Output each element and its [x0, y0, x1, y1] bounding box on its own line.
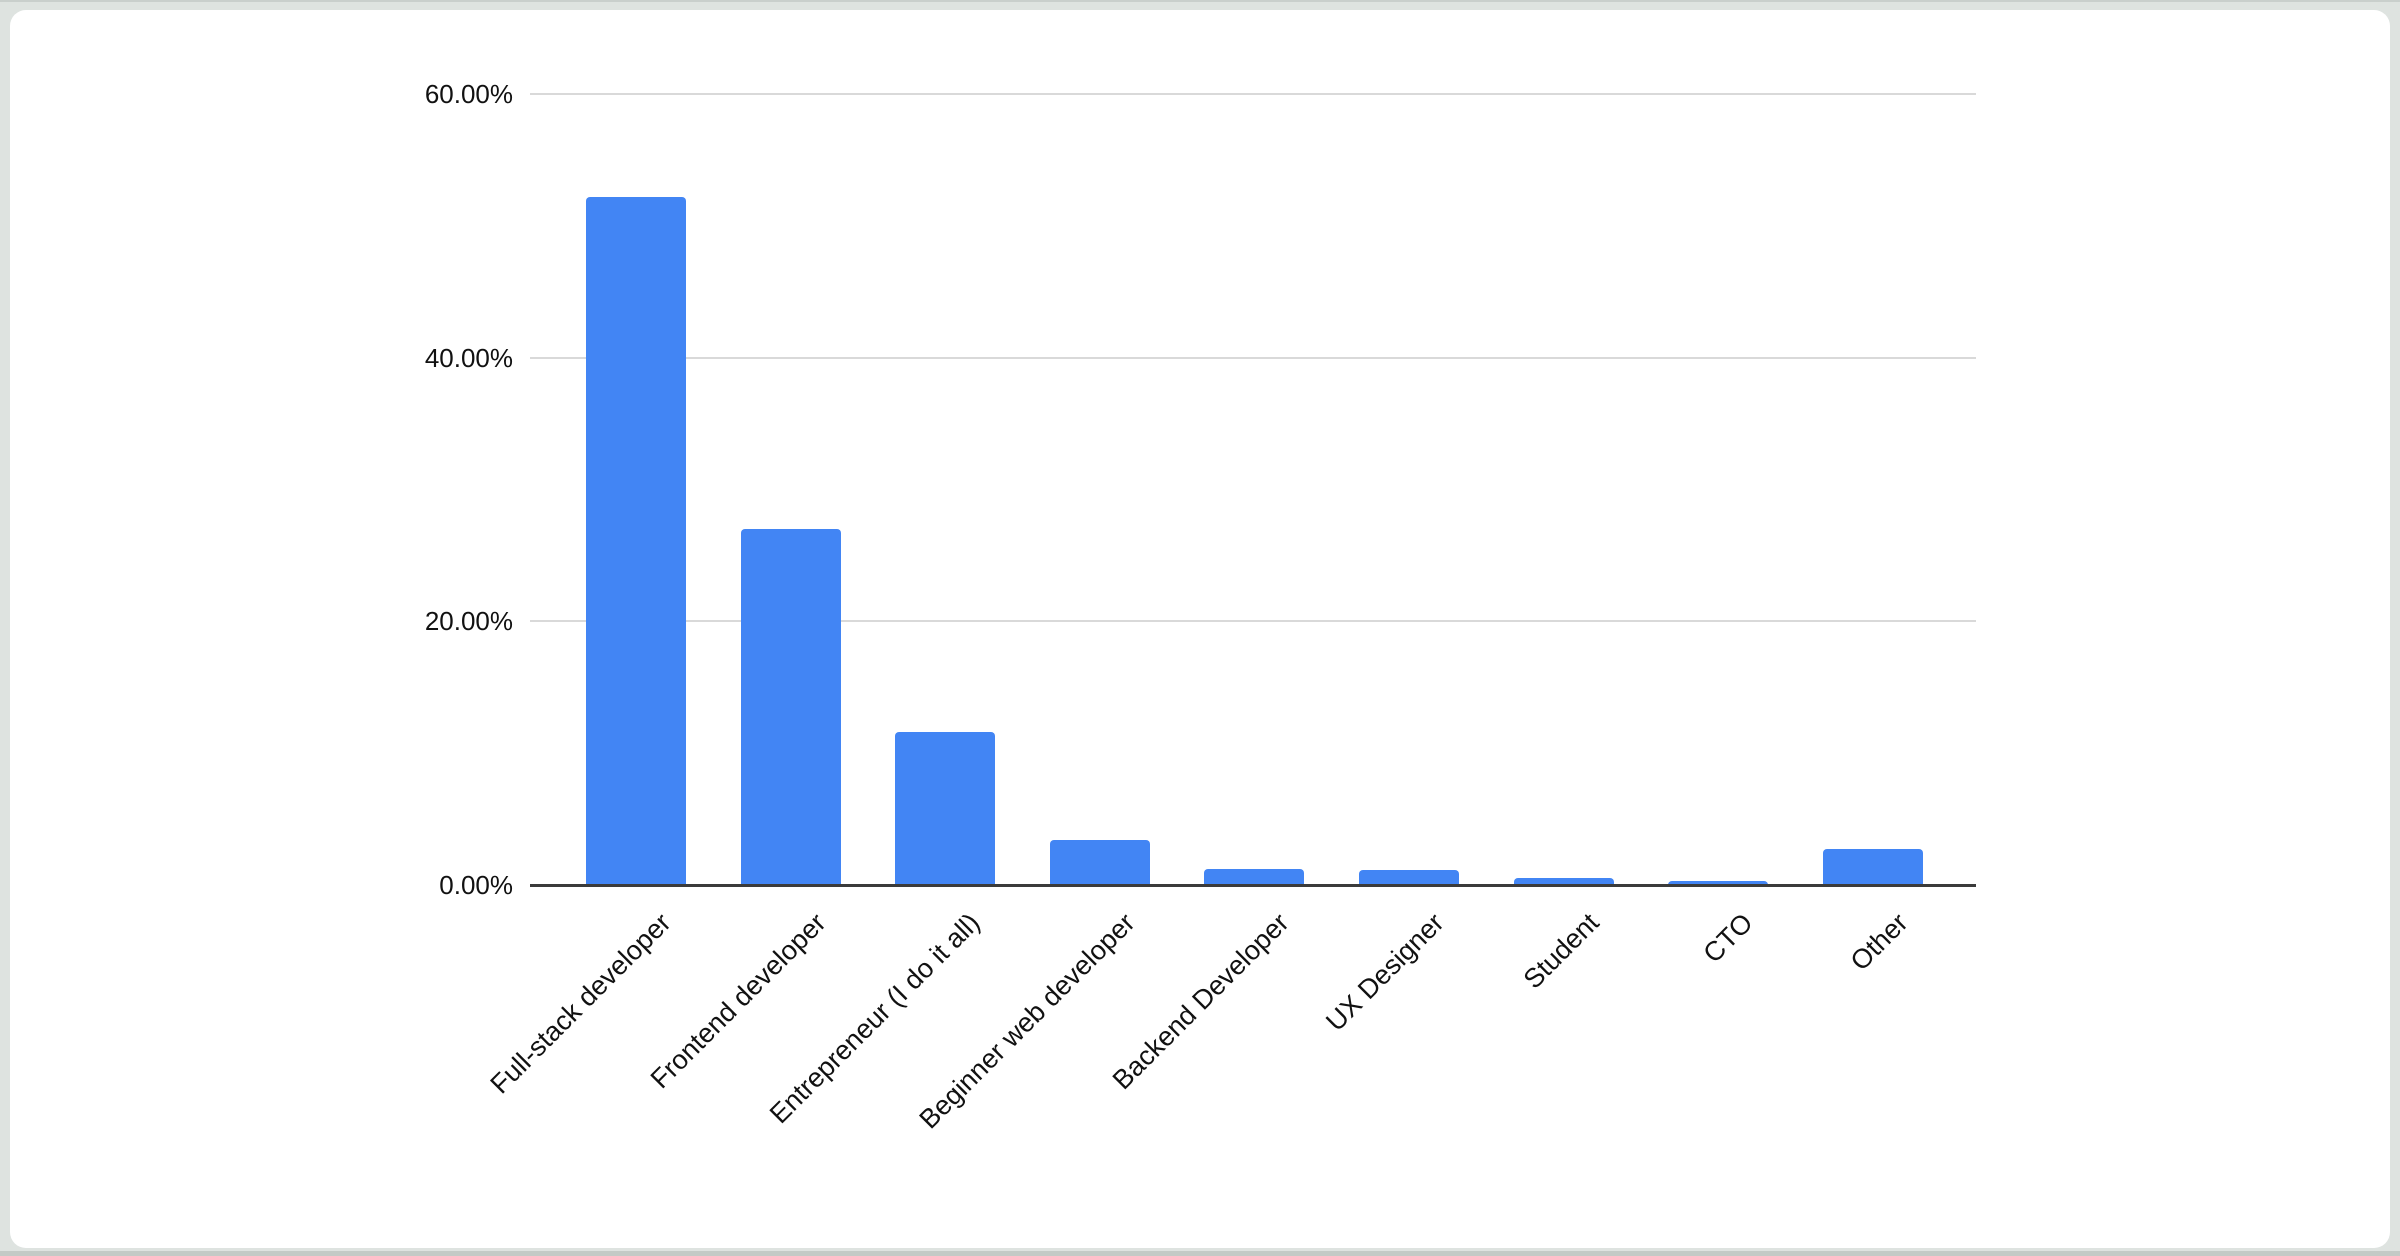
bar-entrepreneur-i-do-it-all[interactable]	[895, 732, 996, 885]
bar-chart: 0.00% 20.00% 40.00% 60.00% Full-stack develo…	[10, 10, 2390, 1248]
bar-backend-developer[interactable]	[1204, 869, 1305, 885]
gridline-20pct	[530, 620, 1976, 623]
gridline-60pct	[530, 93, 1976, 95]
bar-cto[interactable]	[1668, 881, 1769, 885]
y-axis-tick-label-0pct: 0.00%	[439, 870, 513, 900]
y-axis-tick-label-40pct: 40.00%	[424, 342, 513, 373]
bar-frontend-developer[interactable]	[740, 529, 841, 885]
x-axis-line	[530, 884, 1976, 887]
x-category-label-full-stack-developer: Full-stack developer	[484, 907, 677, 1100]
y-axis-tick-label-20pct: 20.00%	[424, 606, 513, 637]
bar-ux-designer[interactable]	[1359, 870, 1459, 885]
gridline-40pct	[530, 356, 1976, 359]
chart-card: 0.00% 20.00% 40.00% 60.00% Full-stack develo…	[10, 10, 2390, 1248]
bar-full-stack-developer[interactable]	[586, 196, 686, 885]
bar-other[interactable]	[1822, 849, 1923, 885]
y-axis-tick-label-60pct: 60.00%	[424, 79, 513, 109]
bar-student[interactable]	[1513, 878, 1614, 885]
bar-beginner-web-developer[interactable]	[1049, 840, 1150, 885]
